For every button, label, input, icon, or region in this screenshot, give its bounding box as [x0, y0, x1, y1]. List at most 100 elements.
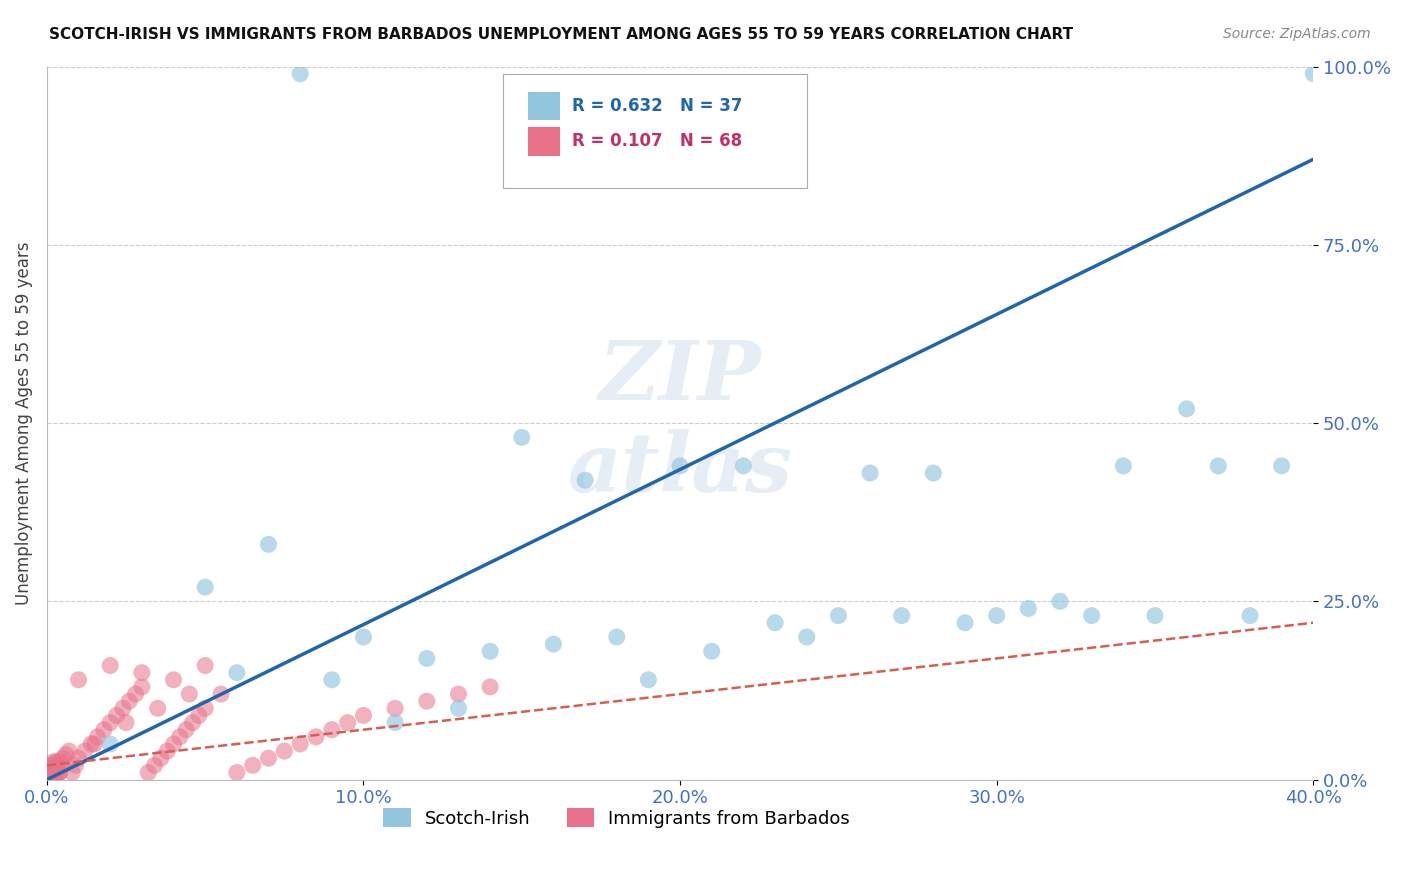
- Point: [321, 673, 343, 687]
- Point: [162, 673, 184, 687]
- Point: [105, 708, 128, 723]
- Point: [146, 701, 169, 715]
- Point: [543, 637, 565, 651]
- Point: [353, 630, 375, 644]
- Point: [45, 769, 67, 783]
- Point: [336, 715, 359, 730]
- Point: [39, 762, 62, 776]
- Point: [98, 715, 121, 730]
- Point: [1302, 67, 1324, 81]
- Point: [52, 751, 75, 765]
- Point: [39, 765, 62, 780]
- Point: [479, 680, 502, 694]
- Point: [111, 701, 134, 715]
- Point: [763, 615, 786, 630]
- Point: [242, 758, 264, 772]
- Text: R = 0.107   N = 68: R = 0.107 N = 68: [572, 133, 742, 151]
- Point: [986, 608, 1008, 623]
- Point: [321, 723, 343, 737]
- Point: [42, 769, 65, 783]
- Point: [45, 765, 67, 780]
- Point: [384, 715, 406, 730]
- Point: [86, 730, 108, 744]
- Point: [39, 762, 62, 776]
- FancyBboxPatch shape: [503, 74, 807, 188]
- Point: [58, 744, 80, 758]
- Point: [48, 765, 70, 780]
- Point: [257, 537, 280, 551]
- Point: [48, 755, 70, 769]
- Point: [1080, 608, 1102, 623]
- Point: [447, 701, 470, 715]
- Point: [136, 765, 159, 780]
- Point: [510, 430, 533, 444]
- Point: [45, 762, 67, 776]
- Y-axis label: Unemployment Among Ages 55 to 59 years: Unemployment Among Ages 55 to 59 years: [15, 242, 32, 605]
- Point: [1206, 458, 1229, 473]
- Point: [131, 665, 153, 680]
- Point: [156, 744, 179, 758]
- Point: [859, 466, 882, 480]
- Text: Source: ZipAtlas.com: Source: ZipAtlas.com: [1223, 27, 1371, 41]
- Point: [187, 708, 209, 723]
- Point: [922, 466, 945, 480]
- Point: [194, 658, 217, 673]
- Point: [1112, 458, 1135, 473]
- Point: [80, 737, 103, 751]
- Point: [416, 651, 439, 665]
- Point: [209, 687, 232, 701]
- Point: [98, 737, 121, 751]
- Point: [65, 758, 87, 772]
- Point: [890, 608, 912, 623]
- Point: [225, 765, 247, 780]
- Point: [39, 758, 62, 772]
- Point: [273, 744, 295, 758]
- Point: [479, 644, 502, 658]
- Point: [48, 765, 70, 780]
- Bar: [529, 128, 560, 156]
- Point: [45, 758, 67, 772]
- Point: [353, 708, 375, 723]
- Point: [1049, 594, 1071, 608]
- Point: [953, 615, 976, 630]
- Point: [45, 755, 67, 769]
- Point: [83, 737, 105, 751]
- Point: [194, 580, 217, 594]
- Point: [67, 673, 90, 687]
- Point: [179, 687, 201, 701]
- Point: [225, 665, 247, 680]
- Point: [669, 458, 692, 473]
- Point: [827, 608, 849, 623]
- Point: [181, 715, 204, 730]
- Point: [149, 751, 172, 765]
- Point: [124, 687, 146, 701]
- Point: [257, 751, 280, 765]
- Point: [194, 701, 217, 715]
- Point: [1239, 608, 1261, 623]
- Point: [52, 758, 75, 772]
- Point: [416, 694, 439, 708]
- Point: [98, 658, 121, 673]
- Point: [162, 737, 184, 751]
- Point: [574, 473, 596, 487]
- Point: [305, 730, 328, 744]
- Text: R = 0.632   N = 37: R = 0.632 N = 37: [572, 97, 742, 115]
- Text: SCOTCH-IRISH VS IMMIGRANTS FROM BARBADOS UNEMPLOYMENT AMONG AGES 55 TO 59 YEARS : SCOTCH-IRISH VS IMMIGRANTS FROM BARBADOS…: [49, 27, 1073, 42]
- Point: [42, 762, 65, 776]
- Point: [1175, 401, 1198, 416]
- Point: [637, 673, 659, 687]
- Point: [55, 747, 77, 762]
- Point: [67, 751, 90, 765]
- Text: ZIP
atlas: ZIP atlas: [568, 337, 793, 509]
- Point: [700, 644, 723, 658]
- Point: [42, 765, 65, 780]
- Point: [169, 730, 191, 744]
- Point: [131, 680, 153, 694]
- Point: [60, 765, 83, 780]
- Point: [118, 694, 141, 708]
- Bar: [529, 92, 560, 120]
- Point: [93, 723, 115, 737]
- Point: [384, 701, 406, 715]
- Point: [42, 758, 65, 772]
- Point: [73, 744, 96, 758]
